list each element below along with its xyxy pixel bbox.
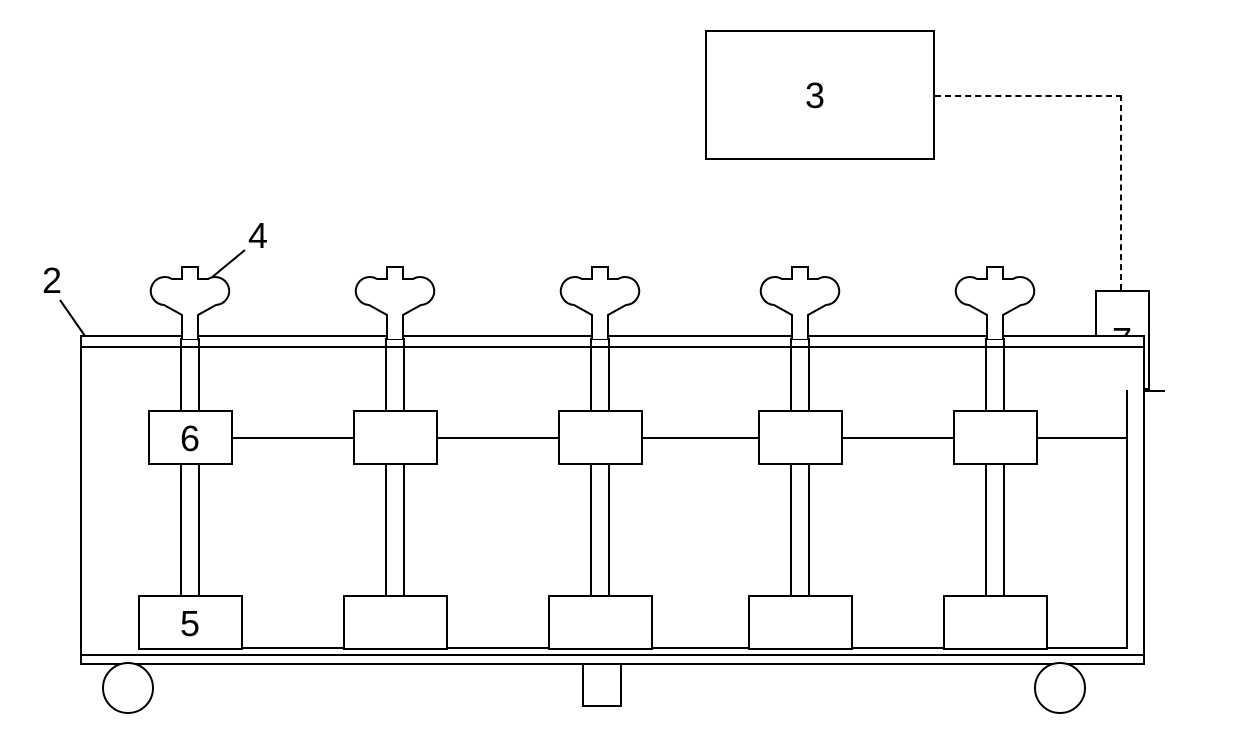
bottom-inner-line <box>80 654 1145 656</box>
dashed-line-h <box>935 95 1122 97</box>
stem-4-lower-l <box>790 465 792 595</box>
base-box-4 <box>748 595 853 650</box>
base-link-4-5 <box>853 647 943 649</box>
leader-line-2 <box>55 298 95 338</box>
wheel-right <box>1034 662 1086 714</box>
valve-head-3 <box>550 265 650 340</box>
stem-1-lower-l <box>180 465 182 595</box>
stem-1-lower-r <box>198 465 200 595</box>
mid-box-5 <box>953 410 1038 465</box>
label-5: 5 <box>180 603 200 645</box>
base-link-1-2 <box>243 647 343 649</box>
stem-5-upper-r <box>1003 338 1005 412</box>
technical-diagram: 3 7 2 4 6 5 <box>0 0 1240 750</box>
stem-1-upper-l <box>180 338 182 412</box>
mid-link-4-5 <box>843 437 953 439</box>
label-2: 2 <box>42 260 62 302</box>
stem-2-upper-r <box>403 338 405 412</box>
base-link-5-right <box>1048 647 1128 649</box>
stem-1-upper-r <box>198 338 200 412</box>
mid-box-2 <box>353 410 438 465</box>
mid-box-3 <box>558 410 643 465</box>
base-link-3-4 <box>653 647 748 649</box>
mid-link-3-4 <box>643 437 758 439</box>
mid-link-2-3 <box>438 437 558 439</box>
stem-2-lower-l <box>385 465 387 595</box>
stem-3-lower-l <box>590 465 592 595</box>
label-6: 6 <box>180 418 200 460</box>
base-box-3 <box>548 595 653 650</box>
base-box-2 <box>343 595 448 650</box>
base-link-2-3 <box>448 647 548 649</box>
stem-4-lower-r <box>808 465 810 595</box>
label-3: 3 <box>805 75 825 117</box>
stem-2-lower-r <box>403 465 405 595</box>
right-vertical-link <box>1126 390 1128 648</box>
stem-5-upper-l <box>985 338 987 412</box>
stem-3-upper-l <box>590 338 592 412</box>
mid-link-1-2 <box>233 437 353 439</box>
stem-4-upper-r <box>808 338 810 412</box>
valve-head-1 <box>140 265 240 340</box>
stem-2-upper-l <box>385 338 387 412</box>
valve-head-4 <box>750 265 850 340</box>
mid-link-5-right <box>1038 437 1128 439</box>
stem-4-upper-l <box>790 338 792 412</box>
stem-3-upper-r <box>608 338 610 412</box>
stem-5-lower-l <box>985 465 987 595</box>
valve-head-2 <box>345 265 445 340</box>
label-4: 4 <box>248 215 268 257</box>
wheel-left <box>102 662 154 714</box>
center-peg <box>582 665 622 707</box>
stem-3-lower-r <box>608 465 610 595</box>
valve-head-5 <box>945 265 1045 340</box>
base-box-5 <box>943 595 1048 650</box>
dashed-line-v <box>1120 95 1122 290</box>
stem-5-lower-r <box>1003 465 1005 595</box>
mid-box-4 <box>758 410 843 465</box>
